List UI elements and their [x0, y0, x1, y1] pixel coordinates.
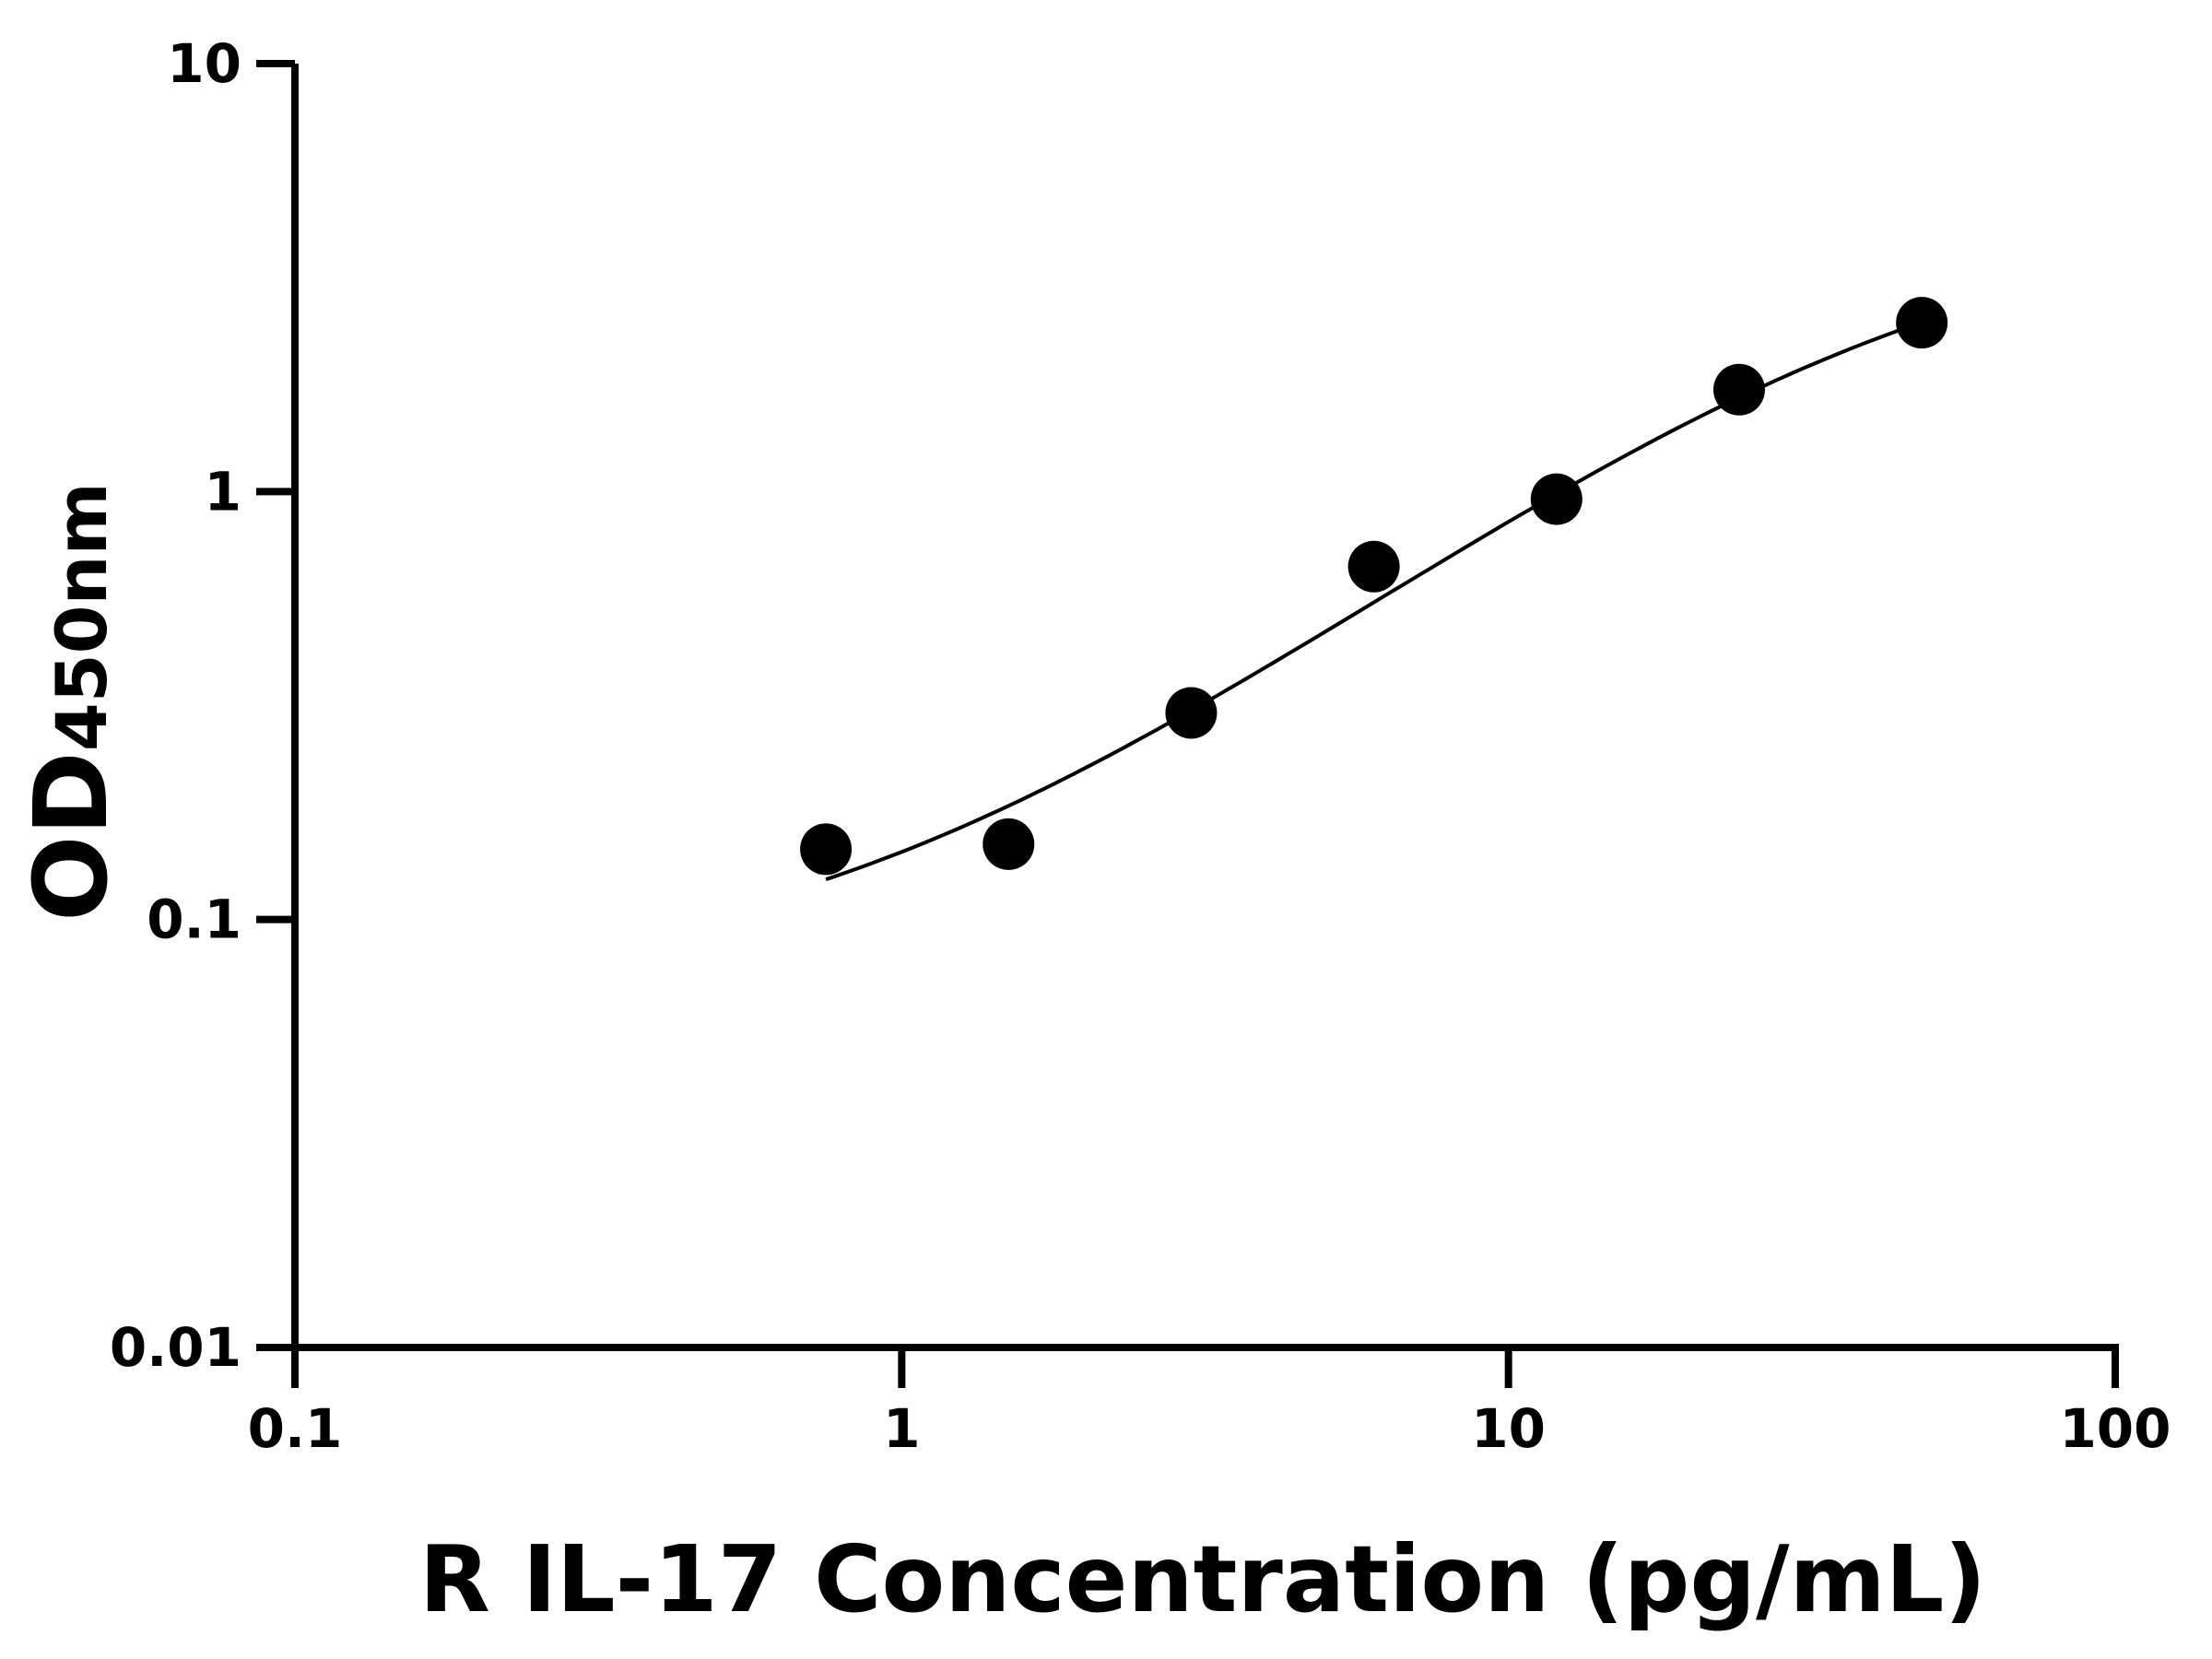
y-axis-label: OD450nm: [12, 482, 130, 922]
data-point: [982, 818, 1035, 870]
x-tick-label: 100: [2059, 1397, 2171, 1460]
axes: [256, 60, 2119, 1388]
data-point: [1896, 297, 1948, 349]
x-tick-label: 1: [883, 1397, 920, 1460]
y-tick-label: 1: [205, 460, 241, 523]
y-axis-label-main: OD: [12, 751, 130, 922]
x-tick-label: 0.1: [248, 1397, 343, 1460]
data-point: [1347, 540, 1400, 593]
y-tick-label: 10: [167, 32, 241, 95]
y-tick-label: 0.1: [147, 888, 241, 951]
data-points: [800, 297, 1948, 876]
data-point: [1165, 687, 1218, 739]
data-point: [800, 823, 853, 876]
x-tick-label: 10: [1471, 1397, 1546, 1460]
data-point: [1712, 363, 1765, 416]
x-axis-label: R IL-17 Concentration (pg/mL): [419, 1525, 1986, 1633]
y-tick-label: 0.01: [110, 1316, 241, 1379]
data-point: [1530, 473, 1583, 525]
y-axis-label-subscript: 450nm: [41, 482, 123, 751]
